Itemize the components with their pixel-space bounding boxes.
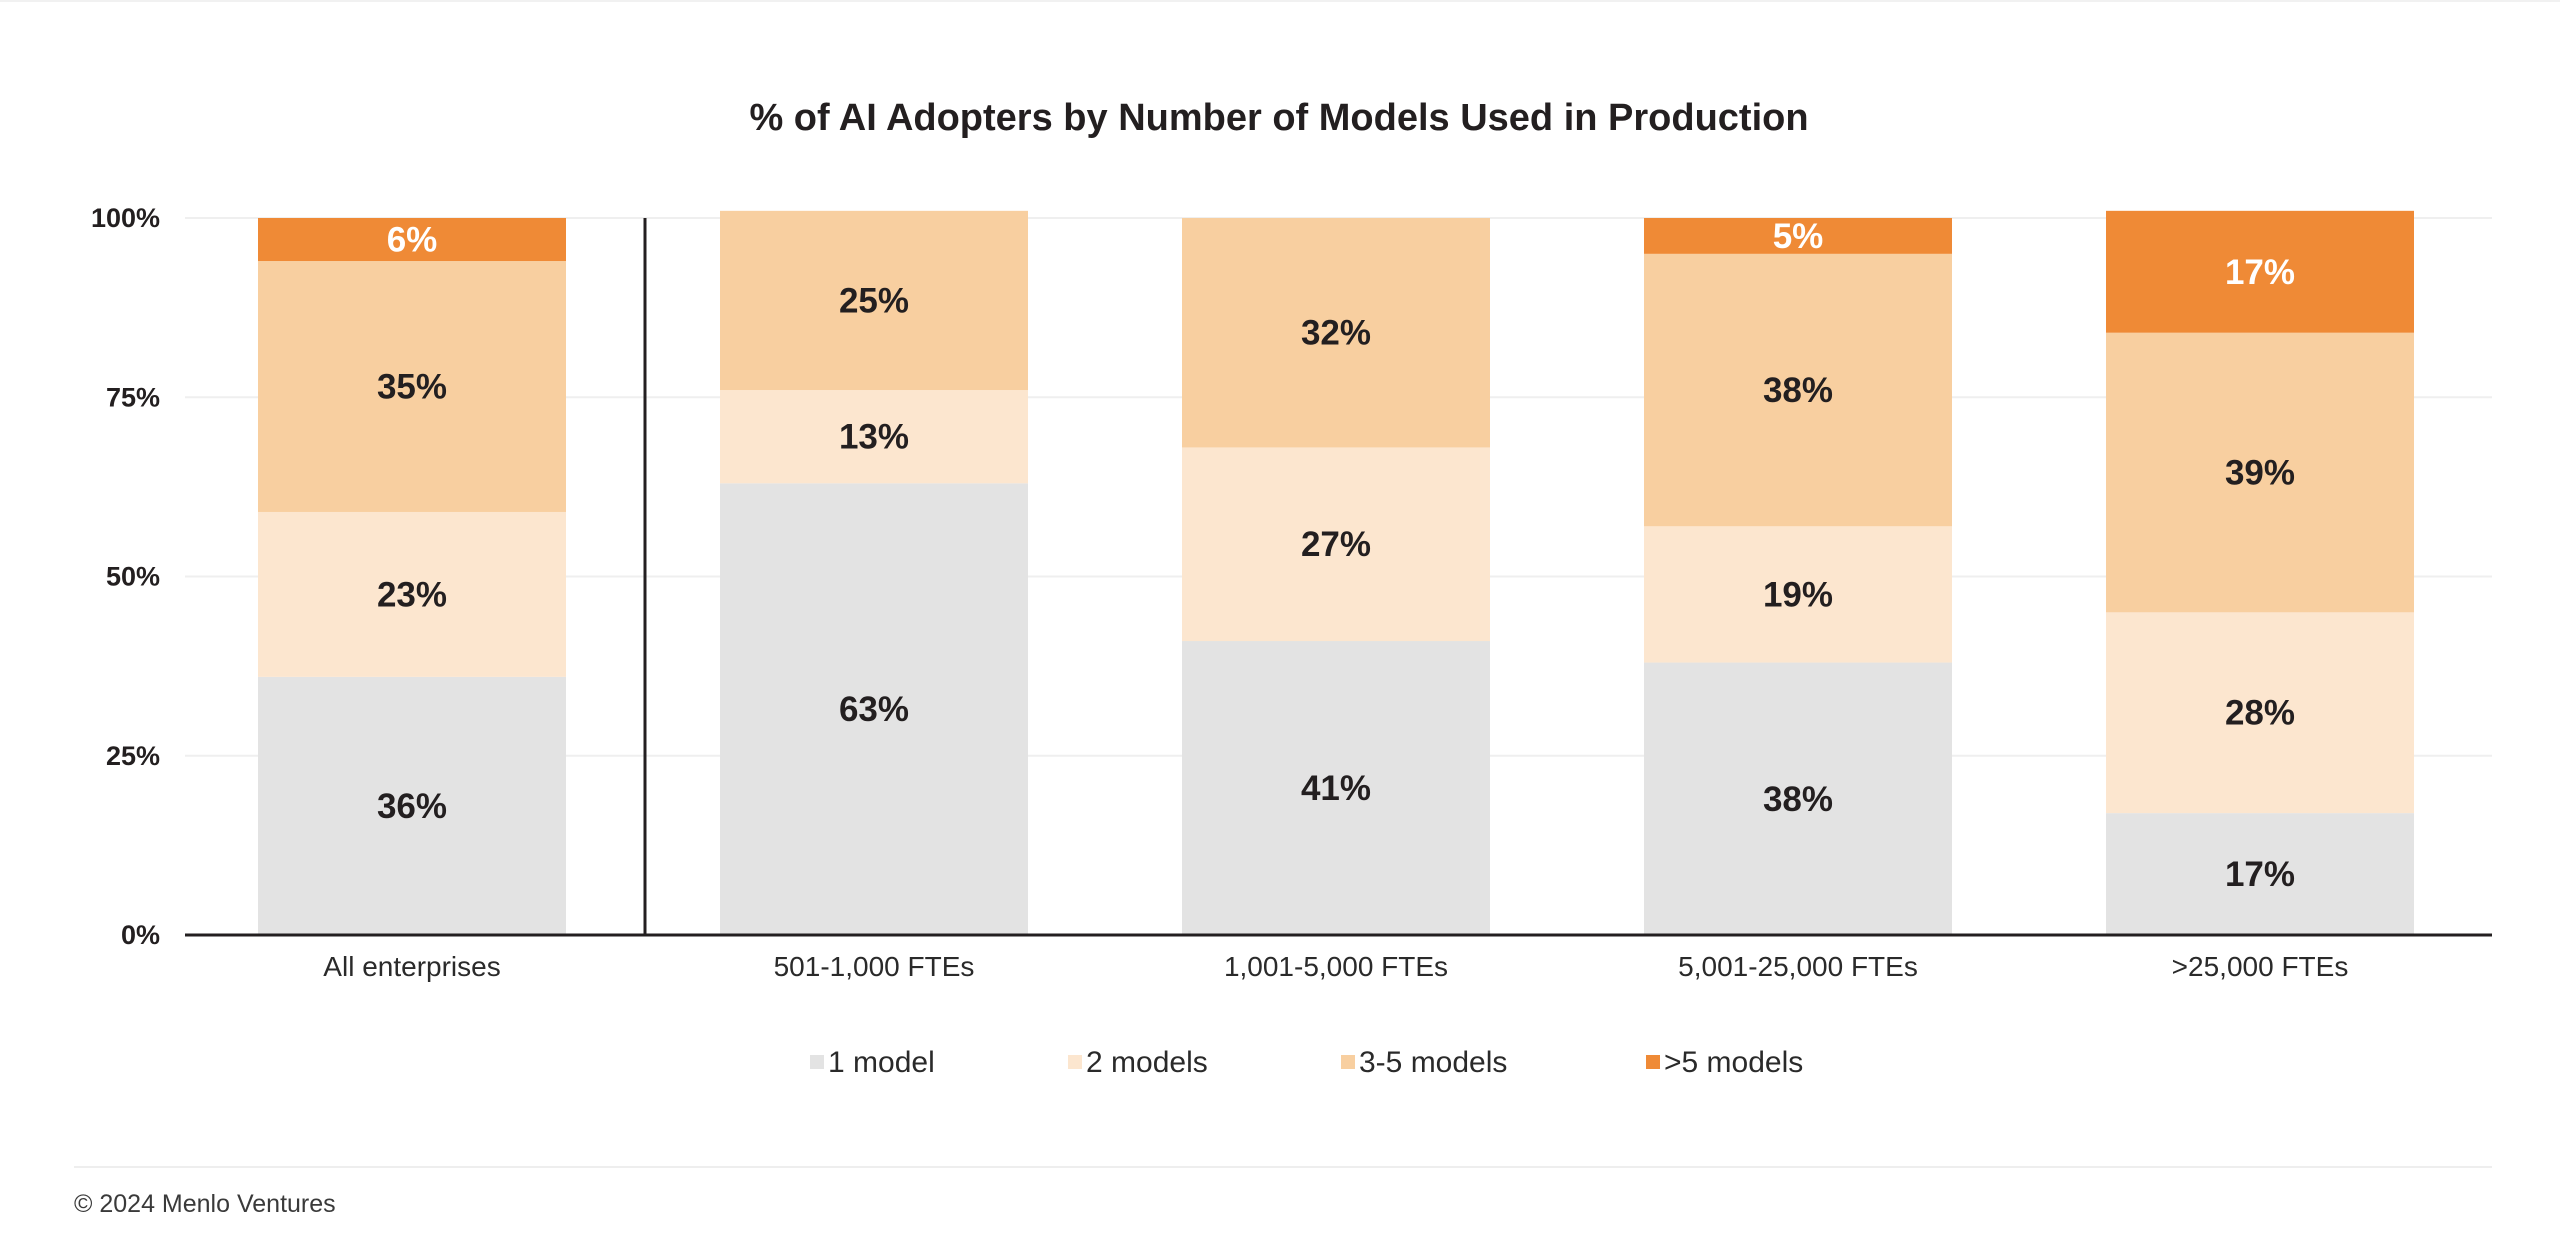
bars — [258, 210, 2414, 935]
data-label: 41% — [1301, 769, 1371, 808]
bar-segment — [1644, 218, 1952, 254]
data-label: 17% — [2225, 855, 2295, 894]
bar-segment — [2106, 332, 2414, 613]
y-tick-label: 25% — [106, 741, 160, 771]
bar-segment — [1644, 662, 1952, 935]
bar-segment — [1182, 218, 1490, 448]
top-rule — [0, 0, 2560, 2]
y-tick-label: 100% — [91, 203, 160, 233]
bar-segment — [258, 676, 566, 935]
data-label: 6% — [387, 221, 438, 260]
labels: 36% 23% 35% 6% 63% 13% 25% 41% 27% 32% 38% 19% 38% 5%… — [377, 217, 2295, 894]
legend-swatch — [1341, 1055, 1355, 1069]
bar-segment — [720, 483, 1028, 935]
legend-swatch — [1068, 1055, 1082, 1069]
data-label: 36% — [377, 787, 447, 826]
legend-label: 1 model — [828, 1046, 935, 1079]
legend: 1 model 2 models 3-5 models >5 models — [810, 1046, 1803, 1079]
data-label: 19% — [1763, 575, 1833, 614]
legend-label: 3-5 models — [1359, 1046, 1507, 1079]
bar-segment — [258, 261, 566, 512]
y-tick-label: 75% — [106, 382, 160, 412]
data-label: 39% — [2225, 454, 2295, 493]
data-label: 5% — [1773, 217, 1824, 256]
legend-swatch — [810, 1055, 824, 1069]
bar-segment — [1182, 641, 1490, 935]
x-tick-label: 5,001-25,000 FTEs — [1678, 951, 1918, 982]
data-label: 25% — [839, 281, 909, 320]
bar-segment — [258, 218, 566, 262]
y-tick-label: 50% — [106, 562, 160, 592]
data-label: 17% — [2225, 253, 2295, 292]
data-label: 23% — [377, 575, 447, 614]
bar-segment — [2106, 813, 2414, 935]
chart-title: % of AI Adopters by Number of Models Use… — [749, 97, 1808, 139]
bar-segment — [1182, 447, 1490, 642]
legend-swatch — [1646, 1055, 1660, 1069]
data-label: 38% — [1763, 780, 1833, 819]
bar-segment — [2106, 612, 2414, 814]
x-tick-label: 501-1,000 FTEs — [774, 951, 975, 982]
copyright-footer: © 2024 Menlo Ventures — [74, 1190, 336, 1218]
bar-segment — [720, 390, 1028, 484]
data-label: 27% — [1301, 525, 1371, 564]
data-label: 38% — [1763, 371, 1833, 410]
data-label: 35% — [377, 367, 447, 406]
bar-segment — [1644, 253, 1952, 527]
data-label: 13% — [839, 418, 909, 457]
data-label: 32% — [1301, 314, 1371, 353]
axes: 0% 25% 50% 75% 100% All enterprises 501-1,000 … — [91, 203, 2492, 982]
data-label: 63% — [839, 690, 909, 729]
bar-segment — [258, 511, 566, 677]
bar-segment — [720, 210, 1028, 391]
y-tick-label: 0% — [121, 920, 160, 950]
bar-segment — [2106, 210, 2414, 333]
x-tick-label: 1,001-5,000 FTEs — [1224, 951, 1448, 982]
x-tick-label: >25,000 FTEs — [2172, 951, 2349, 982]
x-tick-label: All enterprises — [323, 951, 500, 982]
data-label: 28% — [2225, 694, 2295, 733]
legend-label: >5 models — [1664, 1046, 1803, 1079]
legend-label: 2 models — [1086, 1046, 1208, 1079]
bar-segment — [1644, 526, 1952, 663]
footer-divider — [74, 1166, 2492, 1168]
